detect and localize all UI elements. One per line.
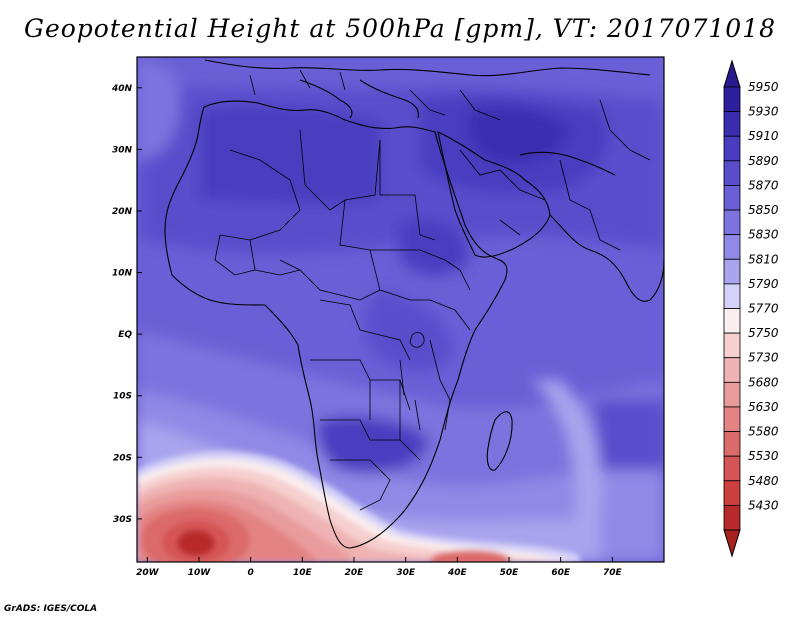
colorbar-swatch	[723, 480, 741, 506]
colorbar-swatch	[723, 234, 741, 260]
lon-tick-label: 60E	[551, 568, 571, 578]
colorbar-label: 5850	[748, 203, 779, 217]
colorbar-swatch	[723, 332, 741, 359]
lat-tick-label: 20N	[112, 207, 133, 217]
lon-tick-label: 20W	[136, 568, 160, 578]
colorbar-label: 5870	[748, 178, 779, 192]
lat-tick-label: 10S	[113, 392, 132, 402]
colorbar-swatch	[723, 258, 741, 285]
lon-tick-label: 10E	[293, 568, 313, 578]
colorbar-top-arrow	[723, 59, 741, 88]
lon-tick-label: 20E	[345, 568, 365, 578]
footer-credit: GrADS: IGES/COLA	[4, 604, 98, 614]
lon-tick-label: 10W	[188, 568, 212, 578]
colorbar-swatch	[723, 185, 741, 211]
colorbar-label: 5930	[748, 105, 779, 119]
colorbar: 5950 5930 5910 5890 5870 5850 5830 5810 5790 5770…	[723, 59, 779, 558]
colorbar-label: 5680	[748, 375, 779, 389]
colorbar-label: 5730	[748, 351, 779, 365]
colorbar-swatch	[723, 135, 741, 162]
colorbar-label: 5480	[748, 474, 779, 488]
latitude-axis: 40N 30N 20N 10N EQ 10S 20S 30S	[111, 84, 142, 525]
lat-tick-label: 30N	[112, 145, 133, 155]
lon-tick-label: 30E	[396, 568, 416, 578]
lat-tick-label: 40N	[111, 84, 133, 94]
lon-tick-label: 40E	[447, 568, 468, 578]
lat-tick-label: EQ	[118, 330, 132, 340]
colorbar-label: 5910	[748, 129, 779, 143]
colorbar-swatch	[723, 209, 741, 236]
colorbar-label: 5530	[748, 449, 779, 463]
lat-tick-label: 10N	[112, 269, 133, 279]
longitude-axis: 20W 10W 0 10E 20E 30E 40E 50E 60E 70E	[136, 557, 623, 578]
colorbar-label: 5790	[748, 277, 779, 291]
country-borders	[214, 69, 651, 511]
plot-frame	[136, 56, 665, 563]
lakes	[399, 332, 425, 431]
colorbar-label: 5810	[748, 252, 779, 266]
lat-tick-label: 30S	[113, 515, 132, 525]
colorbar-swatch	[723, 431, 741, 457]
colorbar-label: 5770	[748, 302, 779, 316]
map-title: Geopotential Height at 500hPa [gpm], VT:…	[23, 14, 777, 43]
colorbar-swatch	[723, 357, 741, 383]
colorbar-swatch	[723, 308, 741, 334]
lon-tick-label: 50E	[500, 568, 520, 578]
lat-tick-label: 20S	[113, 453, 132, 463]
colorbar-swatch	[723, 406, 741, 432]
low-pressure-shading	[137, 451, 580, 562]
colorbar-label: 5430	[748, 498, 779, 512]
colorbar-swatch	[723, 455, 741, 482]
colorbar-swatch	[723, 283, 741, 309]
colorbar-bottom-arrow	[723, 529, 741, 558]
colorbar-swatch	[723, 86, 741, 113]
colorbar-label: 5580	[748, 425, 779, 439]
colorbar-label: 5750	[748, 326, 779, 340]
coastlines	[164, 59, 664, 549]
lon-tick-label: 70E	[603, 568, 623, 578]
colorbar-swatch	[723, 504, 741, 531]
colorbar-label: 5890	[748, 154, 779, 168]
colorbar-label: 5830	[748, 228, 779, 242]
plot-area	[137, 57, 664, 562]
colorbar-swatch	[723, 381, 741, 408]
colorbar-label: 5630	[748, 400, 779, 414]
lon-tick-label: 0	[248, 568, 254, 578]
colorbar-label: 5950	[748, 80, 779, 94]
colorbar-swatch	[723, 160, 741, 186]
colorbar-swatch	[723, 111, 741, 137]
